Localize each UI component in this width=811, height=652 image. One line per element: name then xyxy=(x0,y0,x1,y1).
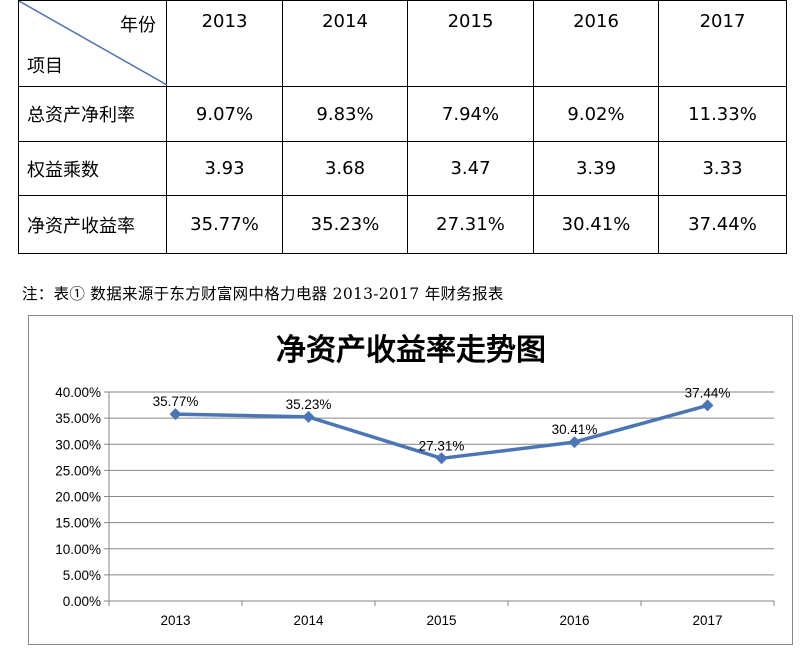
data-point-marker xyxy=(302,410,315,423)
table-cell: 3.68 xyxy=(282,141,408,196)
year-header: 2014 xyxy=(282,0,408,87)
row-label: 权益乘数 xyxy=(18,141,167,196)
year-header: 2017 xyxy=(658,0,787,87)
table-cell: 3.39 xyxy=(533,141,659,196)
table-cell: 7.94% xyxy=(407,86,534,142)
financial-ratio-table: 年份 项目 2013 2014 2015 2016 2017 总资产净利率 9.… xyxy=(18,0,787,254)
table-cell: 9.07% xyxy=(166,86,283,142)
chart-series: 35.77% 35.23% 27.31% 30.41% 37.44% xyxy=(153,385,731,465)
table-cell: 3.33 xyxy=(658,141,787,196)
row-label: 总资产净利率 xyxy=(18,86,167,142)
table-cell: 3.47 xyxy=(407,141,534,196)
row-label: 净资产收益率 xyxy=(18,195,167,254)
data-label: 35.23% xyxy=(286,397,332,412)
x-tick-label: 2013 xyxy=(160,613,190,628)
data-point-marker xyxy=(435,452,448,465)
y-tick-label: 35.00% xyxy=(55,411,101,426)
y-tick-label: 10.00% xyxy=(55,542,101,557)
data-point-marker xyxy=(169,408,182,421)
table-cell: 9.83% xyxy=(282,86,408,142)
table-cell: 3.93 xyxy=(166,141,283,196)
table-cell: 9.02% xyxy=(533,86,659,142)
diagonal-divider xyxy=(19,1,168,86)
table-row: 总资产净利率 9.07% 9.83% 7.94% 9.02% 11.33% xyxy=(18,86,787,142)
corner-year-label: 年份 xyxy=(120,15,156,36)
table-corner-cell: 年份 项目 xyxy=(18,0,168,87)
x-tick-label: 2014 xyxy=(293,613,324,628)
table-cell: 35.23% xyxy=(282,195,408,254)
chart-canvas: 净资产收益率走势图 0.00% 5.00% 10.00% 15.00% 20.00% 25… xyxy=(55,333,775,628)
data-label: 35.77% xyxy=(153,394,199,409)
y-tick-label: 25.00% xyxy=(55,463,101,478)
table-cell: 11.33% xyxy=(658,86,787,142)
chart-axes: 0.00% 5.00% 10.00% 15.00% 20.00% 25.00% 30.00%… xyxy=(55,385,775,628)
year-header: 2016 xyxy=(533,0,659,87)
y-tick-label: 30.00% xyxy=(55,437,101,452)
data-point-marker xyxy=(701,399,714,412)
y-tick-label: 20.00% xyxy=(55,490,101,505)
y-tick-label: 5.00% xyxy=(63,568,101,583)
table-cell: 35.77% xyxy=(166,195,283,254)
corner-item-label: 项目 xyxy=(27,56,63,77)
data-label: 27.31% xyxy=(419,438,465,453)
year-header: 2013 xyxy=(166,0,283,87)
x-tick-label: 2017 xyxy=(692,613,722,628)
data-label: 30.41% xyxy=(552,422,598,437)
table-cell: 27.31% xyxy=(407,195,534,254)
data-point-marker xyxy=(568,436,581,449)
y-tick-label: 40.00% xyxy=(55,385,101,400)
x-tick-label: 2016 xyxy=(559,613,589,628)
x-tick-label: 2015 xyxy=(426,613,456,628)
table-cell: 30.41% xyxy=(533,195,659,254)
table-source-note: 注：表① 数据来源于东方财富网中格力电器 2013-2017 年财务报表 xyxy=(22,285,504,303)
y-tick-label: 0.00% xyxy=(63,594,101,609)
table-row: 权益乘数 3.93 3.68 3.47 3.39 3.33 xyxy=(18,141,787,196)
table-row: 净资产收益率 35.77% 35.23% 27.31% 30.41% 37.44… xyxy=(18,195,787,254)
chart-title: 净资产收益率走势图 xyxy=(276,333,546,368)
chart-gridlines xyxy=(109,391,774,602)
y-tick-label: 15.00% xyxy=(55,516,101,531)
roe-trend-chart: 净资产收益率走势图 0.00% 5.00% 10.00% 15.00% 20.00% 25… xyxy=(28,315,793,645)
table-cell: 37.44% xyxy=(658,195,787,254)
data-label: 37.44% xyxy=(685,385,731,400)
year-header: 2015 xyxy=(407,0,534,87)
table-header-row: 年份 项目 2013 2014 2015 2016 2017 xyxy=(18,0,787,87)
